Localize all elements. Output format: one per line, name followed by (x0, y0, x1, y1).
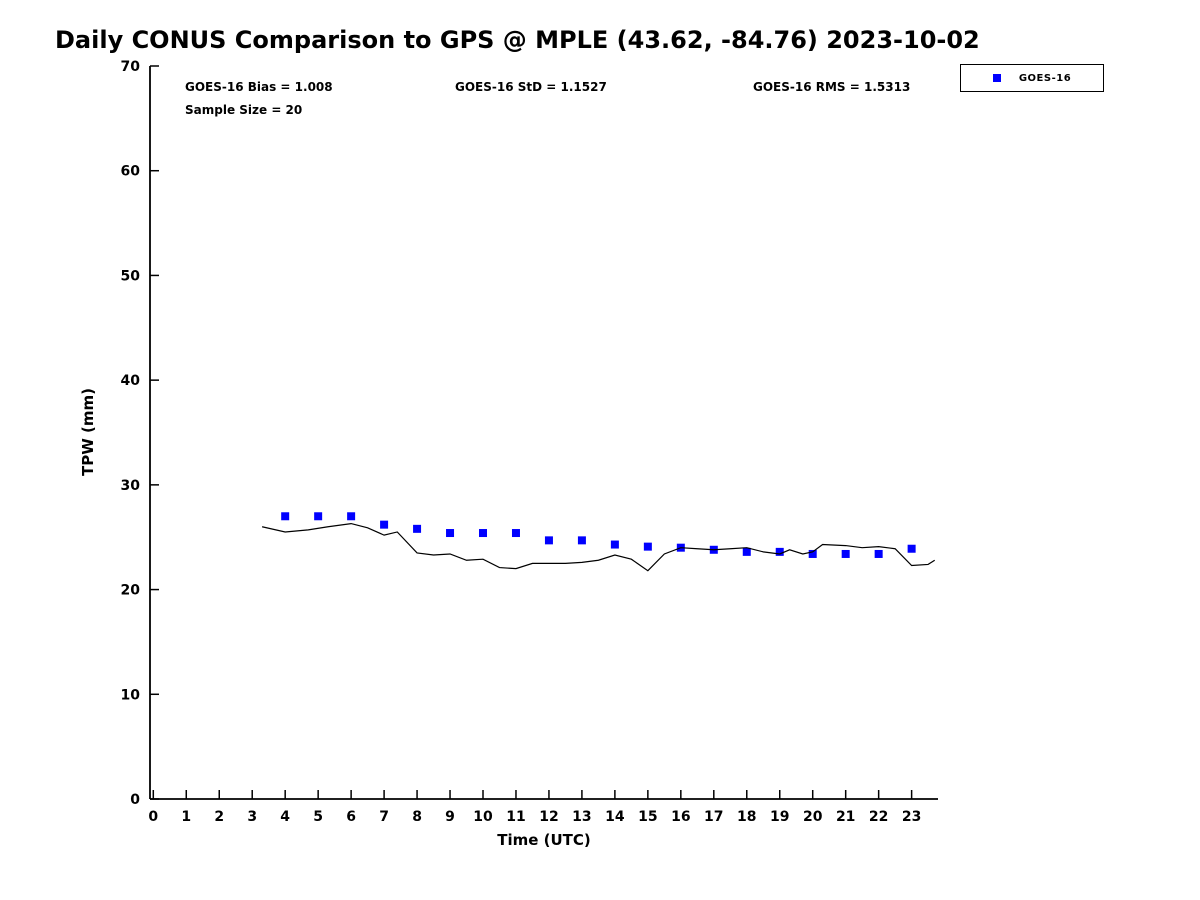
x-tick-label: 14 (605, 809, 625, 825)
y-tick-label: 50 (121, 268, 141, 284)
y-tick-label: 20 (121, 583, 141, 599)
x-axis-label: Time (UTC) (497, 831, 591, 849)
x-tick-label: 23 (902, 809, 921, 825)
goes16-marker (479, 529, 488, 538)
x-tick-label: 11 (506, 809, 525, 825)
goes16-marker (380, 520, 389, 529)
legend-label: GOES-16 (1018, 72, 1072, 84)
goes16-marker (742, 547, 751, 556)
stat-rms: GOES-16 RMS = 1.5313 (753, 80, 911, 94)
goes16-marker (841, 549, 850, 558)
stat-std: GOES-16 StD = 1.1527 (455, 80, 607, 94)
x-tick-label: 4 (280, 809, 290, 825)
goes16-marker (808, 549, 817, 558)
goes16-marker (643, 542, 652, 551)
goes16-marker (281, 512, 290, 521)
x-tick-label: 0 (148, 809, 158, 825)
goes16-marker (511, 529, 520, 538)
goes16-marker (446, 529, 455, 538)
legend: GOES-16 (960, 64, 1104, 92)
goes16-marker (775, 547, 784, 556)
x-tick-label: 18 (737, 809, 756, 825)
x-tick-label: 19 (770, 809, 789, 825)
x-tick-label: 17 (704, 809, 723, 825)
gps-line (261, 522, 936, 572)
x-tick-label: 20 (803, 809, 823, 825)
goes16-marker (577, 536, 586, 545)
y-tick-label: 0 (130, 792, 140, 808)
goes16-marker (610, 540, 619, 549)
y-tick-label: 30 (121, 478, 141, 494)
x-tick-label: 13 (572, 809, 591, 825)
y-tick-label: 10 (121, 687, 141, 703)
y-tick-label: 60 (121, 164, 141, 180)
stat-sample-size: Sample Size = 20 (185, 103, 303, 117)
goes16-marker (314, 512, 323, 521)
goes16-marker (413, 524, 422, 533)
x-tick-label: 15 (638, 809, 657, 825)
x-tick-label: 9 (445, 809, 455, 825)
x-tick-label: 22 (869, 809, 888, 825)
x-tick-label: 1 (181, 809, 191, 825)
chart-title: Daily CONUS Comparison to GPS @ MPLE (43… (55, 26, 980, 54)
goes16-marker (907, 544, 916, 553)
stat-bias: GOES-16 Bias = 1.008 (185, 80, 333, 94)
goes16-marker (347, 512, 356, 521)
x-tick-label: 3 (247, 809, 257, 825)
x-tick-label: 16 (671, 809, 690, 825)
y-tick-label: 40 (121, 373, 141, 389)
x-tick-label: 6 (346, 809, 356, 825)
x-tick-label: 10 (473, 809, 493, 825)
y-tick-label: 70 (121, 59, 141, 75)
x-tick-label: 7 (379, 809, 389, 825)
x-tick-label: 5 (313, 809, 323, 825)
x-tick-label: 8 (412, 809, 422, 825)
x-tick-label: 2 (214, 809, 224, 825)
goes16-marker (874, 549, 883, 558)
x-tick-label: 12 (539, 809, 558, 825)
goes16-marker-icon (992, 74, 1001, 82)
x-tick-label: 21 (836, 809, 855, 825)
goes16-marker (544, 536, 553, 545)
